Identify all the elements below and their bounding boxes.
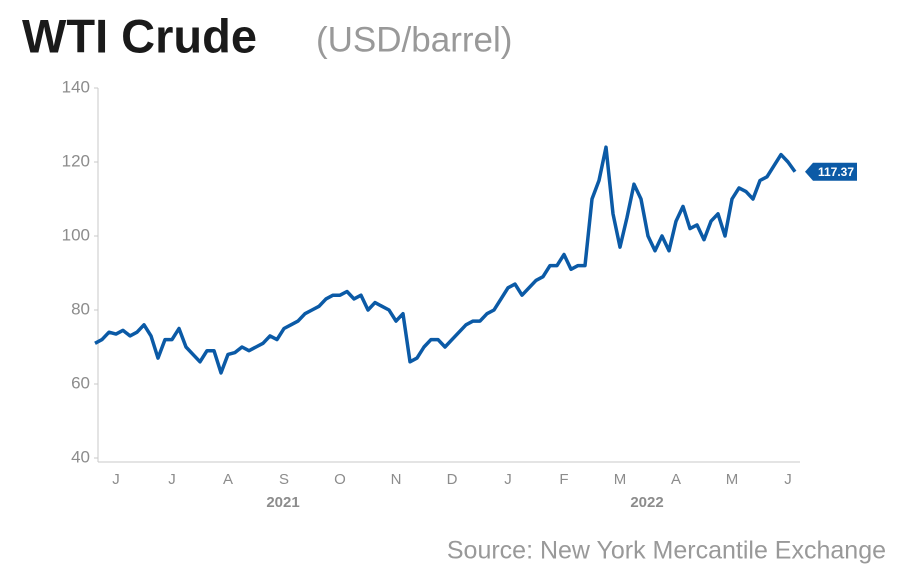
x-tick-label: A	[671, 471, 681, 488]
y-tick-label: 60	[71, 373, 90, 392]
end-tag	[805, 162, 857, 181]
x-tick-label: J	[112, 471, 120, 488]
x-tick-label: F	[559, 471, 568, 488]
chart-title: WTI Crude	[22, 9, 257, 62]
x-tick-label: A	[223, 471, 233, 488]
x-tick-label: M	[614, 471, 627, 488]
line	[94, 145, 797, 375]
x-tick-label: M	[726, 471, 739, 488]
y-tick-label: 100	[62, 225, 90, 244]
year-label: 2021	[266, 494, 299, 511]
x-tick-label: S	[279, 471, 289, 488]
end-label: 117.37	[818, 165, 854, 179]
source: Source: New York Mercantile Exchange	[447, 537, 886, 565]
x-tick-label: J	[784, 471, 792, 488]
x-tick-label: D	[447, 471, 458, 488]
x-tick-label: N	[391, 471, 402, 488]
x-tick-label: J	[168, 471, 176, 488]
x-tick-label: J	[504, 471, 512, 488]
y-tick-label: 80	[71, 299, 90, 318]
x-tick-label: O	[334, 471, 346, 488]
y-tick-label: 140	[62, 77, 90, 96]
y-tick-label: 40	[71, 447, 90, 466]
chart-subtitle: (USD/barrel)	[316, 20, 512, 59]
y-tick-label: 120	[62, 151, 90, 170]
year-label: 2022	[630, 494, 663, 511]
